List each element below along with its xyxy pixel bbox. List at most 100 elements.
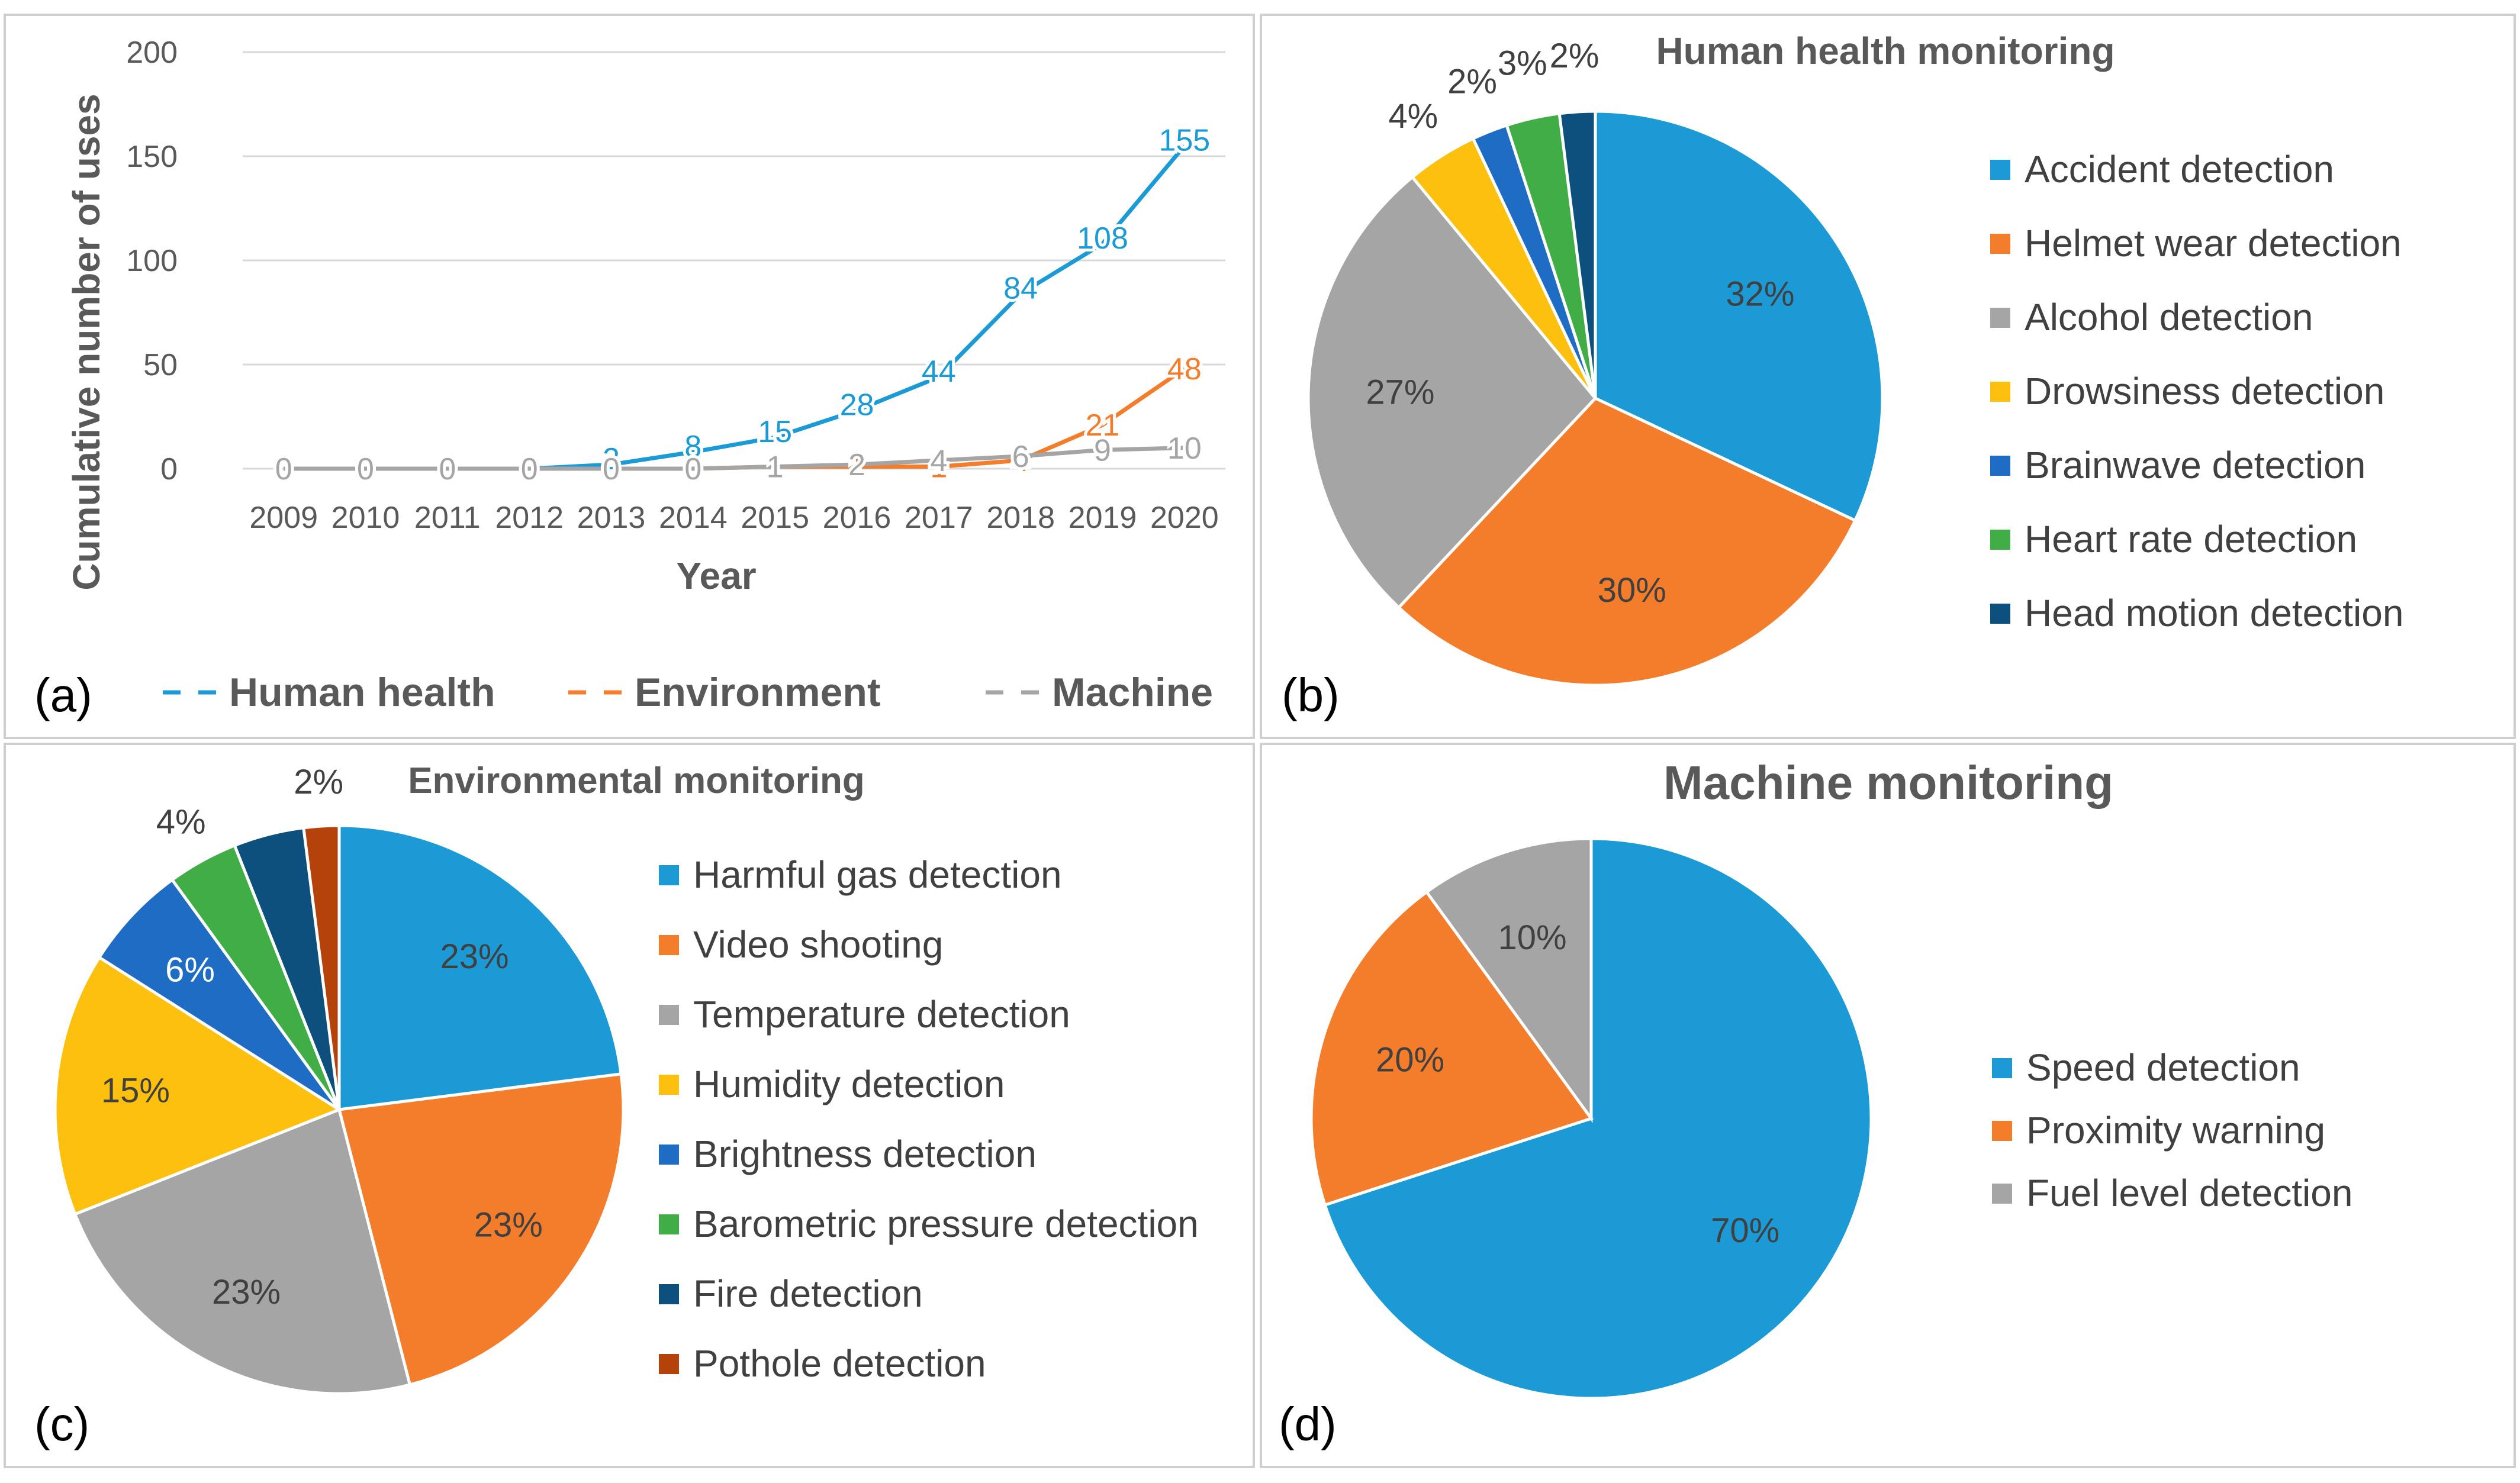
legend-item-barometric-pressure-detection: Barometric pressure detection — [659, 1202, 1199, 1245]
legend-swatch — [659, 1075, 679, 1095]
pie-c-legend: Harmful gas detection Video shooting Tempe… — [659, 853, 1199, 1385]
x-tick-label: 2018 — [986, 501, 1055, 535]
data-label: 0 — [603, 452, 620, 486]
data-label: 21 — [1086, 408, 1120, 443]
data-label: 15 — [758, 415, 792, 449]
legend-item-machine: Machine — [986, 670, 1213, 715]
legend-item-environment: Environment — [568, 670, 881, 715]
pie-slice-helmet-wear-detection — [1396, 396, 1858, 687]
legend-label: Alcohol detection — [2025, 296, 2313, 338]
x-tick-label: 2010 — [332, 501, 400, 535]
legend-swatch — [659, 935, 679, 955]
y-axis-title: Cumulative number of uses — [65, 94, 108, 590]
pie-d-legend: Speed detection Proximity warning Fuel lev… — [1992, 1046, 2352, 1214]
pie-percent-label: 23% — [212, 1273, 281, 1311]
data-label: 0 — [684, 452, 701, 486]
pie-d-title: Machine monitoring — [1663, 756, 2113, 809]
x-tick-label: 2017 — [905, 501, 973, 535]
data-label: 0 — [357, 452, 374, 486]
panel-b-border — [1260, 14, 2516, 739]
legend-label: Heart rate detection — [2025, 518, 2357, 560]
data-label: 2 — [848, 448, 865, 482]
legend-swatch — [659, 1214, 679, 1234]
x-tick-label: 2020 — [1150, 501, 1219, 535]
pie-slice-brightness-detection — [97, 878, 341, 1111]
line-chart-y-ticks: 0 50 100 150 200 — [126, 36, 178, 486]
data-label: 0 — [439, 452, 456, 486]
data-label: 28 — [840, 388, 874, 422]
legend-label: Humidity detection — [693, 1063, 1005, 1105]
x-axis-title: Year — [676, 554, 756, 597]
data-label: 4 — [930, 444, 947, 478]
legend-item-alcohol-detection: Alcohol detection — [1990, 296, 2313, 338]
data-label: 0 — [603, 452, 620, 486]
legend-item-brainwave-detection: Brainwave detection — [1990, 444, 2365, 486]
pie-percent-label: 4% — [233, 772, 282, 811]
data-label: 155 — [1158, 123, 1210, 157]
pie-slice-alcohol-detection — [1306, 175, 1598, 610]
legend-item-human-health: Human health — [163, 670, 495, 715]
panel-c-label: (c) — [34, 1398, 89, 1450]
legend-label: Speed detection — [2026, 1046, 2300, 1089]
pie-percent-label: 70% — [1711, 1211, 1779, 1250]
pie-slice-humidity-detection — [53, 955, 343, 1216]
pie-percent-label: 2% — [1550, 37, 1599, 75]
legend-label: Machine — [1052, 670, 1213, 715]
pie-b-percent-labels: 32%30%27%4%2% 3% 2% — [1366, 37, 1794, 610]
data-label: 0 — [275, 452, 292, 486]
x-tick-label: 2011 — [414, 501, 481, 535]
pie-percent-label: 32% — [1726, 275, 1794, 313]
x-tick-label: 2012 — [495, 501, 564, 535]
legend-label: Pothole detection — [693, 1342, 986, 1385]
legend-swatch — [1990, 604, 2010, 624]
legend-label: Video shooting — [693, 923, 943, 966]
legend-label: Brainwave detection — [2025, 444, 2365, 486]
data-label: 0 — [521, 452, 538, 486]
legend-item-fuel-level-detection: Fuel level detection — [1992, 1172, 2352, 1214]
pie-percent-label: 4% — [1388, 97, 1438, 136]
legend-label: Barometric pressure detection — [693, 1202, 1199, 1245]
pie-percent-label: 30% — [1598, 571, 1666, 610]
legend-item-harmful-gas-detection: Harmful gas detection — [659, 853, 1062, 896]
line-chart-series — [284, 144, 1186, 471]
x-tick-label: 2014 — [659, 501, 728, 535]
panel-c-border — [4, 743, 1255, 1468]
legend-item-brightness-detection: Brightness detection — [659, 1133, 1037, 1175]
pie-b-title: Human health monitoring — [1656, 30, 2115, 72]
data-label: 0 — [521, 452, 538, 486]
legend-label: Helmet wear detection — [2025, 222, 2402, 265]
data-label: 48 — [1167, 352, 1202, 386]
panel-d-label: (d) — [1279, 1398, 1337, 1450]
pie-percent-label: 4% — [156, 803, 206, 842]
pie-slice-video-shooting — [337, 1072, 625, 1387]
data-label: 0 — [275, 452, 292, 486]
legend-label: Human health — [229, 670, 495, 715]
pie-percent-label: 15% — [101, 1071, 170, 1110]
pie-percent-label: 20% — [1376, 1041, 1444, 1079]
legend-item-fire-detection: Fire detection — [659, 1272, 923, 1315]
legend-label: Environment — [635, 670, 881, 715]
legend-label: Harmful gas detection — [693, 853, 1062, 896]
pie-percent-label: 6% — [165, 950, 215, 989]
data-label: 6 — [1012, 440, 1029, 474]
x-tick-label: 2009 — [249, 501, 318, 535]
pie-slice-accident-detection — [1594, 109, 1884, 523]
pie-c-slices — [53, 824, 625, 1395]
legend-label: Drowsiness detection — [2025, 370, 2384, 412]
legend-item-proximity-warning: Proximity warning — [1992, 1109, 2325, 1152]
legend-swatch — [659, 865, 679, 885]
data-label: 0 — [439, 452, 456, 486]
data-label: 0 — [521, 452, 538, 486]
legend-swatch — [1990, 308, 2010, 328]
legend-label: Proximity warning — [2026, 1109, 2325, 1152]
data-label: 0 — [439, 452, 456, 486]
pie-percent-label: 27% — [1366, 373, 1434, 412]
data-label: 8 — [684, 430, 701, 464]
data-label: 9 — [1094, 433, 1111, 468]
data-label: 0 — [357, 452, 374, 486]
legend-label: Fire detection — [693, 1272, 923, 1315]
legend-item-speed-detection: Speed detection — [1992, 1046, 2300, 1089]
legend-item-accident-detection: Accident detection — [1990, 148, 2334, 191]
legend-swatch — [659, 1354, 679, 1374]
